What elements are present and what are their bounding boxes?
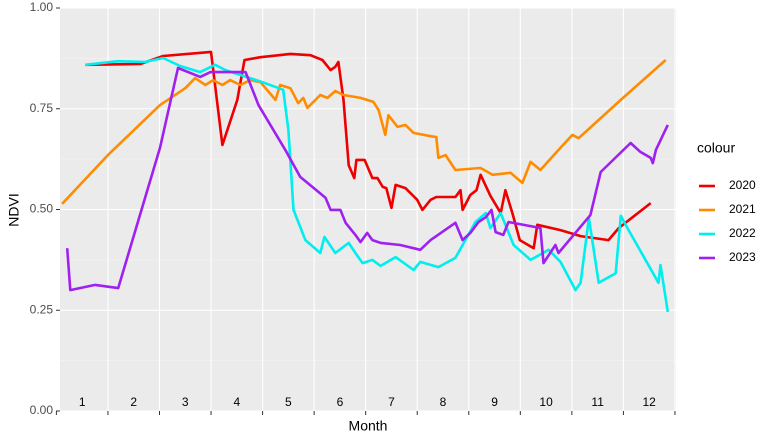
month-label: 5 [285, 395, 292, 409]
y-tick-label: 0.75 [30, 101, 54, 115]
month-label: 1 [79, 395, 86, 409]
legend-label: 2022 [729, 226, 756, 240]
month-label: 10 [539, 395, 553, 409]
x-axis-title: Month [349, 418, 388, 434]
legend-label: 2020 [729, 178, 756, 192]
y-axis-title: NDVI [6, 193, 22, 226]
series-line [85, 50, 652, 250]
month-label: 8 [440, 395, 447, 409]
y-tick-label: 0.00 [30, 403, 54, 417]
series-line [61, 59, 667, 205]
legend-title: colour [697, 140, 735, 156]
month-label: 6 [337, 395, 344, 409]
month-label: 7 [388, 395, 395, 409]
month-label: 2 [130, 395, 137, 409]
month-label: 12 [643, 395, 657, 409]
month-label: 4 [233, 395, 240, 409]
legend-label: 2023 [729, 250, 756, 264]
lines [61, 50, 670, 313]
month-label: 11 [591, 395, 604, 409]
grid [55, 7, 676, 415]
y-tick-label: 1.00 [30, 0, 54, 14]
y-tick-label: 0.25 [30, 302, 54, 316]
legend-label: 2021 [729, 202, 756, 216]
series-line [65, 66, 669, 292]
month-label: 9 [491, 395, 498, 409]
month-label: 3 [182, 395, 189, 409]
y-tick-label: 0.50 [30, 202, 54, 216]
labels: 0.000.250.500.751.001 2 3 4 5 6 7 8 9 10 11 1220202… [30, 0, 756, 417]
